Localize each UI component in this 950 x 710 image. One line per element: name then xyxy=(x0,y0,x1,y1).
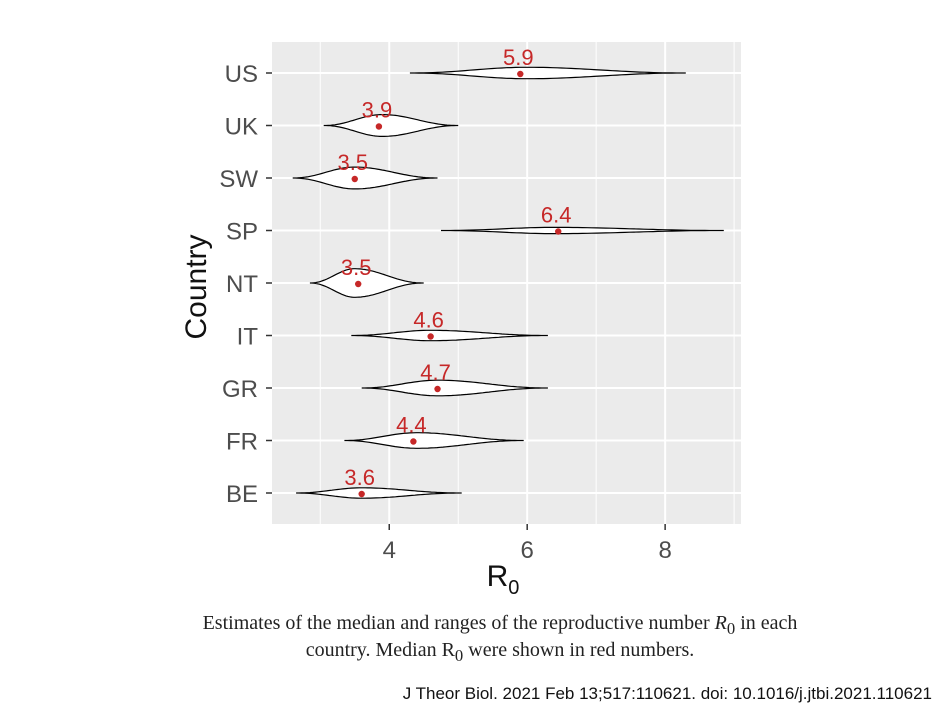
citation: J Theor Biol. 2021 Feb 13;517:110621. do… xyxy=(402,684,932,703)
x-tick-label: 6 xyxy=(521,537,534,564)
median-label: 4.6 xyxy=(413,308,444,333)
caption-symbol: R xyxy=(714,612,727,634)
median-point xyxy=(427,333,434,340)
violin-chart: 4 6 8 US UK SW SP NT IT GR FR BE 5.9 3.9 3.5 6.4 3.5 4.6… xyxy=(180,42,741,599)
median-point xyxy=(555,228,562,235)
median-label: 3.5 xyxy=(337,150,368,175)
y-tick-label: BE xyxy=(226,481,258,508)
median-point xyxy=(434,385,441,393)
y-axis-title: Country xyxy=(180,234,213,339)
caption-text: Estimates of the median and ranges of th… xyxy=(202,612,715,634)
median-label: 6.4 xyxy=(541,203,572,228)
caption-text: were shown in red numbers. xyxy=(463,639,695,661)
violin-uk xyxy=(323,114,459,137)
y-tick-label: SP xyxy=(226,219,258,246)
violin-gr xyxy=(361,379,548,397)
x-axis-title: R0 xyxy=(487,560,520,599)
median-label: 4.7 xyxy=(420,360,451,385)
median-point xyxy=(517,70,524,78)
caption-subscript: 0 xyxy=(726,619,736,638)
x-tick-label: 8 xyxy=(658,537,671,564)
x-axis-title-subscript: 0 xyxy=(508,577,519,599)
median-point xyxy=(375,123,383,130)
y-tick-label: FR xyxy=(226,429,258,456)
median-point xyxy=(355,280,362,288)
median-label: 3.5 xyxy=(341,255,372,280)
y-tick-label: SW xyxy=(219,166,258,193)
violin-fr xyxy=(344,432,524,449)
violin-sw xyxy=(292,166,438,190)
violin-sp xyxy=(441,226,724,235)
y-tick-label: UK xyxy=(225,114,258,141)
median-label: 3.6 xyxy=(344,465,375,490)
median-label: 3.9 xyxy=(362,98,393,123)
violin-nt xyxy=(309,268,424,298)
median-point xyxy=(358,490,365,498)
violins: 5.9 3.9 3.5 6.4 3.5 4.6 4.7 4.4 3.6 xyxy=(292,45,724,499)
caption-text: in each xyxy=(735,612,798,634)
y-tick-label: IT xyxy=(237,324,259,351)
axes: 4 6 8 US UK SW SP NT IT GR FR BE xyxy=(219,61,671,564)
figure-caption-line-1: Estimates of the median and ranges of th… xyxy=(90,610,910,640)
x-axis-title-symbol: R xyxy=(487,560,509,593)
y-tick-label: GR xyxy=(222,376,258,403)
caption-subscript: 0 xyxy=(454,646,464,665)
y-tick-label: NT xyxy=(226,271,258,298)
median-label: 5.9 xyxy=(503,45,534,70)
median-point xyxy=(351,175,358,183)
violin-it xyxy=(351,329,548,342)
median-label: 4.4 xyxy=(396,413,427,438)
violin-us xyxy=(409,66,686,80)
figure-caption-line-2: country. Median R0 were shown in red num… xyxy=(90,637,910,667)
median-point xyxy=(410,438,417,445)
violin-be xyxy=(296,487,462,499)
x-tick-label: 4 xyxy=(383,537,396,564)
y-tick-label: US xyxy=(225,61,258,88)
caption-text: country. Median R xyxy=(305,639,455,661)
